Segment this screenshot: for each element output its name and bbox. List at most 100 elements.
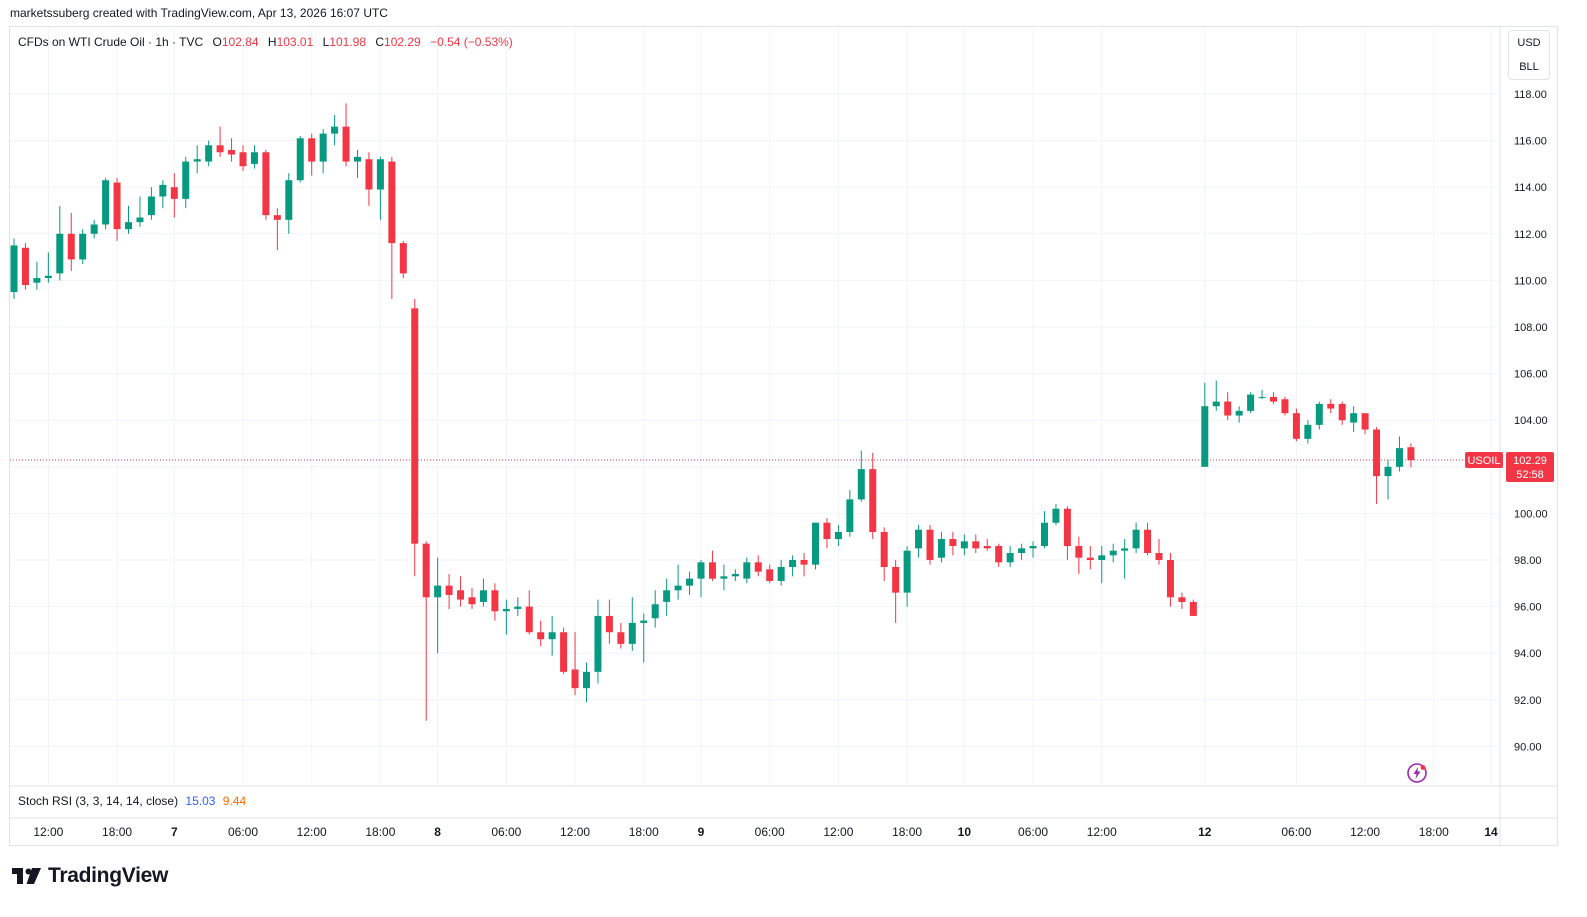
x-tick-label: 18:00 bbox=[365, 825, 395, 839]
legend-change: −0.54 (−0.53%) bbox=[430, 35, 513, 49]
candle-body bbox=[983, 546, 991, 549]
candle-body bbox=[1052, 508, 1060, 523]
candle-body bbox=[926, 529, 934, 560]
y-tick-label: 100.00 bbox=[1514, 508, 1548, 520]
candle-body bbox=[560, 632, 568, 672]
candle-body bbox=[846, 499, 854, 533]
x-tick-label: 12:00 bbox=[1350, 825, 1380, 839]
candle-body bbox=[1224, 401, 1232, 416]
x-tick-label: 12:00 bbox=[33, 825, 63, 839]
x-tick-label: 06:00 bbox=[1281, 825, 1311, 839]
candle-body bbox=[296, 138, 304, 181]
countdown-text: 52:58 bbox=[1516, 469, 1544, 481]
candle-body bbox=[651, 604, 659, 619]
candle-body bbox=[1270, 396, 1277, 402]
candle-body bbox=[640, 620, 648, 623]
lightning-icon[interactable] bbox=[1406, 762, 1428, 784]
candle-body bbox=[571, 669, 579, 689]
candle-body bbox=[273, 215, 281, 220]
x-tick-label: 12 bbox=[1198, 825, 1212, 839]
candle-body bbox=[67, 233, 75, 260]
candle-body bbox=[1121, 548, 1129, 551]
legend-low: 101.98 bbox=[329, 35, 366, 49]
candle-body bbox=[697, 562, 705, 579]
candle-body bbox=[1361, 413, 1369, 430]
tradingview-logo-icon bbox=[12, 868, 41, 884]
candle-body bbox=[995, 546, 1003, 563]
candle-body bbox=[1063, 508, 1071, 547]
x-tick-label: 9 bbox=[698, 825, 705, 839]
candle-body bbox=[720, 576, 728, 579]
candle-body bbox=[193, 159, 201, 162]
candle-body bbox=[525, 606, 533, 633]
candle-body bbox=[834, 532, 842, 540]
candle-body bbox=[1155, 553, 1163, 560]
candle-body bbox=[228, 149, 236, 155]
candle-body bbox=[1109, 550, 1117, 556]
legend-low-label: L bbox=[322, 35, 330, 49]
candle-body bbox=[812, 522, 819, 565]
candle-body bbox=[457, 590, 465, 600]
last-price-tag bbox=[1506, 452, 1554, 483]
candle-body bbox=[113, 182, 121, 230]
y-tick-label: 108.00 bbox=[1514, 322, 1548, 334]
candle-body bbox=[605, 615, 613, 633]
stoch-rsi-k: 15.03 bbox=[185, 794, 216, 808]
candle-body bbox=[1407, 447, 1415, 461]
candle-body bbox=[1212, 401, 1220, 407]
stoch-rsi-name[interactable]: Stoch RSI (3, 3, 14, 14, close) bbox=[18, 794, 179, 808]
candle-body bbox=[823, 522, 831, 540]
candle-body bbox=[479, 590, 487, 602]
x-tick-label: 06:00 bbox=[491, 825, 521, 839]
candle-body bbox=[686, 578, 694, 586]
candle-body bbox=[1384, 466, 1392, 477]
candle-body bbox=[548, 632, 556, 640]
brand-name: TradingView bbox=[48, 864, 169, 887]
currency-unit-selector[interactable]: USD BLL bbox=[1508, 30, 1550, 80]
x-tick-label: 10 bbox=[958, 825, 972, 839]
x-tick-label: 06:00 bbox=[755, 825, 785, 839]
candle-body bbox=[136, 217, 144, 223]
candle-body bbox=[949, 539, 957, 547]
x-tick-label: 12:00 bbox=[823, 825, 853, 839]
candle-body bbox=[1132, 529, 1140, 549]
legend-high: 103.01 bbox=[276, 35, 314, 49]
x-tick-label: 06:00 bbox=[228, 825, 258, 839]
x-tick-label: 06:00 bbox=[1018, 825, 1048, 839]
candle-body bbox=[594, 615, 602, 672]
candle-body bbox=[434, 585, 442, 598]
x-tick-label: 18:00 bbox=[892, 825, 922, 839]
candle-body bbox=[90, 224, 98, 234]
candle-body bbox=[972, 541, 980, 549]
candle-body bbox=[342, 126, 350, 162]
candle-body bbox=[937, 539, 945, 558]
candle-body bbox=[319, 133, 327, 162]
x-tick-label: 7 bbox=[171, 825, 178, 839]
candle-body bbox=[79, 233, 87, 260]
tradingview-brand: TradingView bbox=[12, 863, 168, 889]
candle-body bbox=[1338, 403, 1346, 421]
candle-body bbox=[537, 632, 545, 640]
candle-body bbox=[262, 152, 270, 216]
candle-body bbox=[1098, 555, 1106, 560]
x-tick-label: 12:00 bbox=[560, 825, 590, 839]
legend-open-label: O bbox=[212, 35, 222, 49]
candle-body bbox=[1327, 403, 1335, 409]
unit-label[interactable]: BLL bbox=[1519, 61, 1539, 73]
x-tick-label: 18:00 bbox=[1419, 825, 1449, 839]
candle-body bbox=[1304, 424, 1312, 439]
candle-body bbox=[1315, 403, 1323, 425]
x-tick-label: 12:00 bbox=[297, 825, 327, 839]
ticker-tag-text: USOIL bbox=[1467, 455, 1500, 467]
candle-body bbox=[869, 469, 877, 533]
legend-high-label: H bbox=[267, 35, 277, 49]
legend-symbol[interactable]: CFDs on WTI Crude Oil · 1h · TVC bbox=[18, 35, 204, 49]
candle-body bbox=[1086, 557, 1094, 560]
currency-label[interactable]: USD bbox=[1517, 37, 1541, 49]
y-tick-label: 110.00 bbox=[1514, 275, 1547, 287]
candle-body bbox=[399, 243, 407, 274]
candle-body bbox=[1235, 410, 1243, 416]
candle-body bbox=[159, 184, 167, 197]
candle-body bbox=[1144, 529, 1152, 554]
